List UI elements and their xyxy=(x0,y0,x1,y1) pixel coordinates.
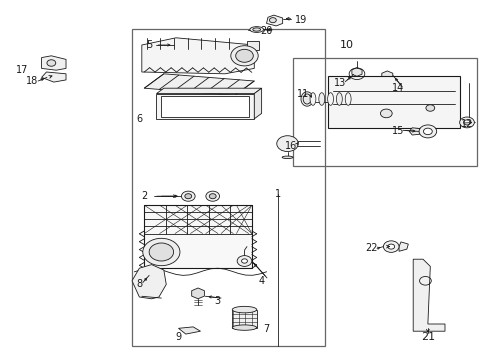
Circle shape xyxy=(463,120,469,125)
Text: 22: 22 xyxy=(365,243,377,253)
Polygon shape xyxy=(266,15,282,26)
Circle shape xyxy=(459,117,473,128)
Polygon shape xyxy=(351,68,361,76)
Polygon shape xyxy=(254,88,261,119)
Polygon shape xyxy=(144,205,251,268)
Text: 14: 14 xyxy=(391,83,404,93)
Polygon shape xyxy=(142,38,254,74)
Ellipse shape xyxy=(336,93,342,105)
Text: 8: 8 xyxy=(136,279,142,289)
Ellipse shape xyxy=(301,92,313,106)
Polygon shape xyxy=(144,74,254,95)
Ellipse shape xyxy=(309,93,315,105)
Ellipse shape xyxy=(282,156,292,158)
Ellipse shape xyxy=(318,93,324,105)
Circle shape xyxy=(149,243,173,261)
Polygon shape xyxy=(381,71,392,80)
Circle shape xyxy=(425,105,434,111)
Text: 13: 13 xyxy=(333,78,346,88)
Text: 3: 3 xyxy=(214,296,220,306)
Text: 7: 7 xyxy=(263,324,269,334)
Bar xyxy=(232,310,256,328)
Ellipse shape xyxy=(345,93,350,105)
Bar xyxy=(293,58,476,166)
Circle shape xyxy=(387,244,394,249)
Text: 17: 17 xyxy=(16,65,28,75)
Ellipse shape xyxy=(252,28,260,31)
Polygon shape xyxy=(156,88,261,94)
Circle shape xyxy=(423,128,431,135)
Bar xyxy=(327,76,459,128)
Circle shape xyxy=(380,109,391,118)
Text: 16: 16 xyxy=(284,141,297,151)
Text: 15: 15 xyxy=(391,126,404,136)
Circle shape xyxy=(47,60,56,66)
Text: 20: 20 xyxy=(260,26,272,36)
Text: 18: 18 xyxy=(25,76,38,86)
Polygon shape xyxy=(412,259,444,331)
Bar xyxy=(161,96,249,117)
Ellipse shape xyxy=(327,93,333,105)
Bar xyxy=(156,94,254,119)
Polygon shape xyxy=(178,327,200,334)
Text: 5: 5 xyxy=(146,40,152,50)
Circle shape xyxy=(418,125,436,138)
Circle shape xyxy=(237,256,251,266)
Circle shape xyxy=(269,18,276,23)
Text: 4: 4 xyxy=(258,276,264,286)
Polygon shape xyxy=(132,265,166,299)
Ellipse shape xyxy=(232,306,256,313)
Text: 11: 11 xyxy=(296,89,309,99)
Polygon shape xyxy=(398,242,407,251)
Polygon shape xyxy=(41,72,66,82)
Circle shape xyxy=(184,194,191,199)
Circle shape xyxy=(241,259,247,263)
Circle shape xyxy=(383,241,398,252)
Polygon shape xyxy=(408,128,419,135)
Text: 9: 9 xyxy=(175,332,181,342)
Bar xyxy=(246,41,259,50)
Circle shape xyxy=(235,49,253,62)
Text: 10: 10 xyxy=(340,40,353,50)
Text: 6: 6 xyxy=(136,114,142,124)
Ellipse shape xyxy=(249,27,263,32)
Circle shape xyxy=(276,136,298,152)
Circle shape xyxy=(142,238,180,266)
Text: 2: 2 xyxy=(141,191,147,201)
Polygon shape xyxy=(41,56,66,70)
Circle shape xyxy=(181,191,195,201)
Circle shape xyxy=(205,191,219,201)
Circle shape xyxy=(209,194,216,199)
Text: 19: 19 xyxy=(294,15,306,25)
Text: 21: 21 xyxy=(420,332,434,342)
Text: 1: 1 xyxy=(274,189,280,199)
Text: 12: 12 xyxy=(460,119,472,129)
Polygon shape xyxy=(191,288,204,299)
Ellipse shape xyxy=(303,94,310,104)
Ellipse shape xyxy=(232,325,256,330)
Circle shape xyxy=(230,46,258,66)
Bar xyxy=(132,29,325,346)
